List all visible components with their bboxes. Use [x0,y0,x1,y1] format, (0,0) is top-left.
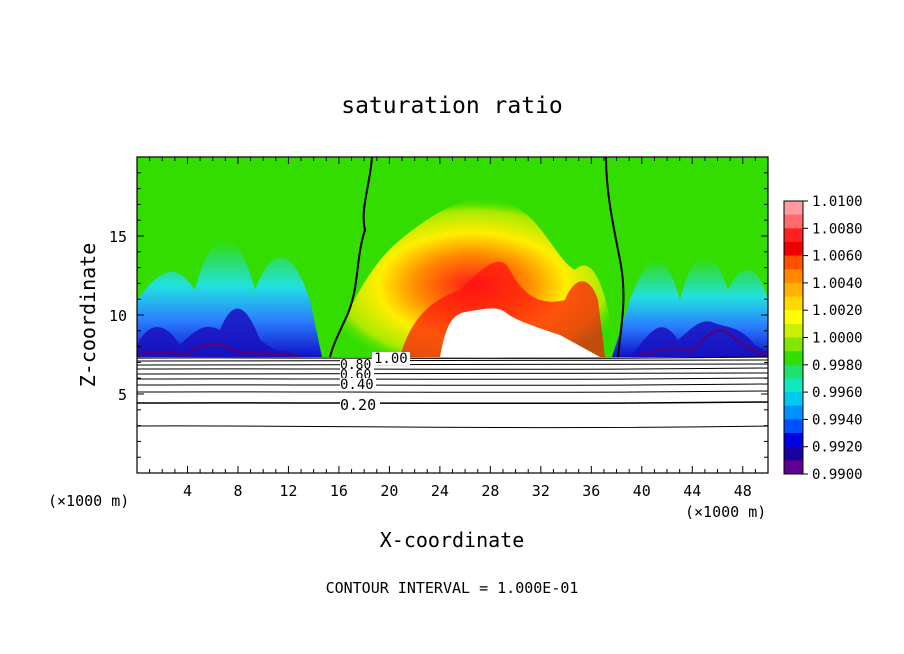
left-moist-band [137,239,322,357]
colorbar-band [784,460,803,475]
colorbar-band [784,241,803,257]
colorbar-label: 0.9920 [812,440,863,456]
colorbar-band [784,296,803,311]
colorbar-band [784,364,803,379]
colorbar-band [784,310,803,325]
x-tick-label: 24 [431,482,449,500]
colorbar-label: 1.0000 [812,331,863,347]
x-tick-label: 20 [380,482,398,500]
contour-label-group: 1.00 0.80 0.60 0.40 0.20 [340,351,410,414]
colorbar-band [784,433,803,448]
x-tick-label: 4 [183,482,192,500]
colorbar-band [784,228,803,243]
x-tick-label: 16 [330,482,348,500]
colorbar-band [784,282,803,298]
colorbar-band [784,201,803,216]
x-tick-label: 44 [683,482,701,500]
colorbar-band [784,323,803,338]
x-tick-label: 36 [582,482,600,500]
contour-line [137,401,768,405]
x-tick-label: 32 [532,482,550,500]
contour-line [137,383,768,386]
center-cloud-gap [440,308,600,357]
contour-label: 0.40 [340,377,374,393]
colorbar-label: 0.9980 [812,358,863,374]
contour-line [137,359,768,362]
contour-interval-note: CONTOUR INTERVAL = 1.000E-01 [326,579,579,597]
colorbar-band [784,378,803,393]
colorbar-frame [783,200,804,475]
colorbar-label: 1.0080 [812,221,863,237]
colorbar-band [784,419,803,434]
lower-domain [137,357,768,473]
contour-line [137,363,768,366]
colorbar-band [784,214,803,229]
contour-line [137,425,768,429]
contour-lines [137,356,768,429]
chart-title: saturation ratio [341,93,563,119]
contour-line [137,356,768,359]
x-axis-title: X-coordinate [380,528,525,552]
contour-line [137,372,768,375]
x-tick-label: 40 [633,482,651,500]
colorbar-label: 1.0020 [812,303,863,319]
colorbar-label: 1.0060 [812,249,863,265]
colorbar-label: 0.9960 [812,385,863,401]
colorbar-band [784,337,803,352]
colorbar-band [784,351,803,366]
contour-line [137,390,768,393]
x-axis: 4 8 12 16 20 24 28 32 36 40 44 48 [149,157,756,500]
x-unit-right: (×1000 m) [685,503,766,521]
right-dark-band [630,321,768,357]
y-axis-title: Z-coordinate [76,243,100,388]
x-tick-label: 8 [233,482,242,500]
contour-label-bg [340,397,380,411]
colorbar-label: 1.0040 [812,276,863,292]
colorbar-label: 0.9900 [812,467,863,483]
colorbar-band [784,269,803,284]
contour-line [137,377,768,380]
colorbar-label: 1.0100 [812,194,863,210]
y-tick-label: 5 [118,386,127,404]
unit-saturation-contour-right [605,157,625,358]
right-bottom-edge [639,329,768,356]
left-dark-band [137,308,300,357]
plot-area [137,157,768,473]
x-unit-left: (×1000 m) [48,492,129,510]
contour-label: 0.80 [340,358,371,373]
y-tick-label: 10 [109,307,127,325]
contour-label-bg [340,360,374,372]
unit-saturation-contour-left [329,157,373,358]
x-tick-label: 12 [279,482,297,500]
colorbar: 1.0100 1.0080 1.0060 1.0040 1.0020 1.0000 0.99… [784,194,863,483]
contour-label-bg [340,378,376,390]
colorbar-band [784,446,803,461]
contour-label: 1.00 [374,351,408,367]
contour-line [137,367,768,370]
x-tick-label: 48 [734,482,752,500]
y-tick-label: 15 [109,228,127,246]
contour-label: 0.20 [340,396,376,414]
colorbar-band [784,392,803,407]
x-tick-label: 28 [481,482,499,500]
contour-label-bg [340,370,374,381]
y-axis: 5 10 15 [109,172,768,458]
colorbar-band [784,255,803,270]
colorbar-label: 0.9940 [812,412,863,428]
left-bottom-edge [137,342,301,357]
colorbar-band [784,405,803,420]
contour-label-bg [372,352,410,365]
